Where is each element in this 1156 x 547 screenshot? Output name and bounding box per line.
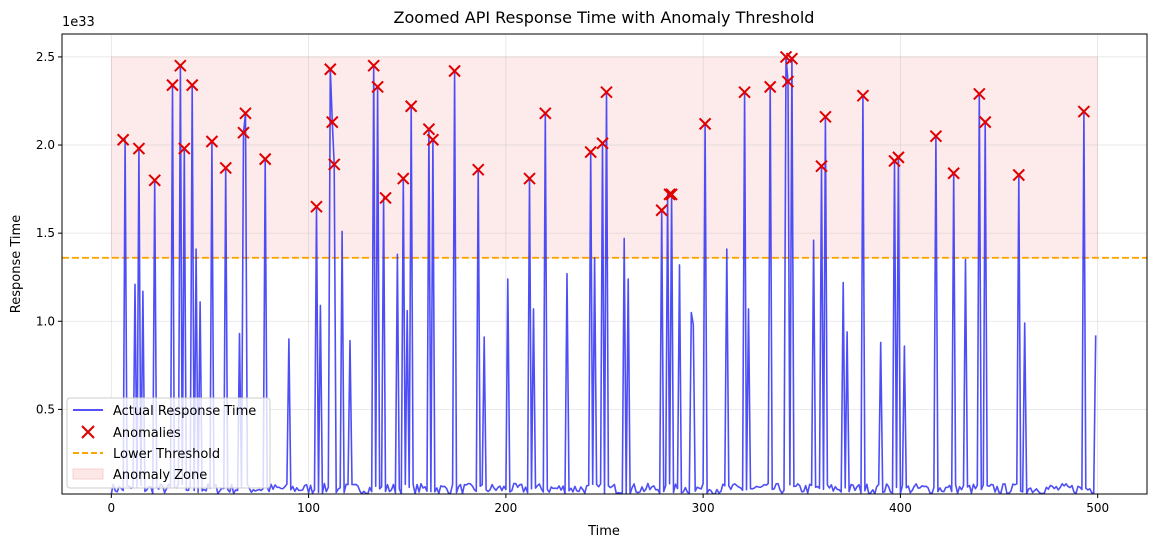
anomaly-marker — [979, 115, 992, 129]
anomaly-marker — [892, 151, 905, 164]
legend-label-zone: Anomaly Zone — [113, 468, 207, 483]
response-time-line — [110, 56, 1097, 494]
x-tick-label: 200 — [494, 501, 517, 515]
anomaly-marker — [397, 172, 410, 185]
legend-label-threshold: Lower Threshold — [113, 447, 220, 462]
anomaly-marker — [1012, 168, 1025, 182]
x-tick-label: 400 — [889, 501, 912, 515]
anomaly-marker — [929, 130, 943, 143]
anomaly-marker — [947, 167, 960, 180]
y-axis-label: Response Time — [9, 215, 24, 313]
anomaly-marker — [539, 107, 552, 120]
anomaly-marker — [328, 158, 341, 171]
chart-title: Zoomed API Response Time with Anomaly Th… — [394, 8, 815, 27]
y-tick-label: 1.0 — [36, 314, 55, 328]
anomaly-marker — [523, 172, 536, 185]
legend-marker-swatch — [81, 425, 95, 439]
anomaly-marker — [426, 133, 440, 146]
series-layer — [110, 56, 1097, 494]
y-tick-label: 2.0 — [36, 138, 55, 152]
x-tick-label: 500 — [1086, 501, 1109, 515]
anomaly-marker — [764, 80, 777, 94]
anomaly-marker — [785, 52, 799, 65]
anomaly-marker — [781, 75, 795, 88]
anomaly-marker — [663, 188, 676, 201]
anomaly-marker — [326, 115, 339, 129]
anomaly-marker — [856, 89, 870, 102]
y-tick-label: 1.5 — [36, 226, 55, 240]
anomaly-marker — [258, 152, 272, 166]
anomaly-marker — [132, 142, 146, 155]
anomaly-marker — [219, 161, 232, 175]
anomaly-marker — [367, 59, 380, 72]
anomaly-marker — [655, 204, 668, 217]
anomaly-marker — [973, 87, 986, 101]
anomaly-marker — [665, 188, 678, 201]
legend: Actual Response Time Anomalies Lower Thr… — [66, 397, 271, 489]
anomaly-marker — [174, 59, 187, 72]
legend-label-actual: Actual Response Time — [113, 404, 256, 419]
anomaly-marker — [584, 145, 597, 159]
legend-box — [66, 397, 271, 489]
anomaly-marker — [738, 85, 751, 99]
x-tick-label: 300 — [692, 501, 715, 515]
anomaly-marker — [698, 117, 712, 131]
anomaly-marker-layer — [116, 50, 1091, 217]
anomaly-marker — [185, 78, 199, 92]
anomaly-marker — [116, 133, 130, 146]
x-axis-label: Time — [587, 524, 620, 539]
y-tick-label: 0.5 — [36, 402, 55, 416]
anomaly-marker — [237, 126, 250, 139]
anomaly-marker — [310, 200, 323, 213]
anomaly-marker — [600, 85, 613, 99]
anomaly-marker — [371, 80, 384, 94]
x-tick-label: 100 — [297, 501, 320, 515]
anomaly-marker — [178, 142, 191, 155]
anomaly-zone-layer — [111, 56, 1098, 259]
anomaly-marker — [422, 122, 436, 136]
anomaly-marker — [148, 174, 161, 187]
y-scale-label: 1e33 — [62, 15, 95, 30]
anomaly-marker — [1077, 105, 1091, 118]
anomaly-marker — [166, 78, 179, 92]
anomaly-marker — [815, 159, 828, 173]
anomaly-marker — [596, 137, 609, 150]
anomaly-marker — [472, 163, 485, 176]
anomaly-marker — [324, 63, 337, 76]
anomaly-marker — [819, 110, 832, 124]
anomaly-zone — [111, 56, 1098, 259]
anomaly-marker — [448, 64, 461, 78]
legend-label-anomalies: Anomalies — [113, 426, 181, 441]
x-tick-label: 0 — [107, 501, 115, 515]
tick-layer: 0 100 200 300 400 500 0.5 1.0 1.5 2.0 2.5 — [36, 50, 1109, 515]
y-tick-label: 2.5 — [36, 50, 55, 64]
anomaly-marker — [239, 107, 252, 120]
anomaly-marker — [205, 135, 219, 148]
legend-patch-swatch — [72, 468, 104, 480]
plot-frame — [61, 33, 1148, 495]
anomaly-marker — [404, 100, 418, 113]
anomaly-marker — [379, 191, 392, 205]
